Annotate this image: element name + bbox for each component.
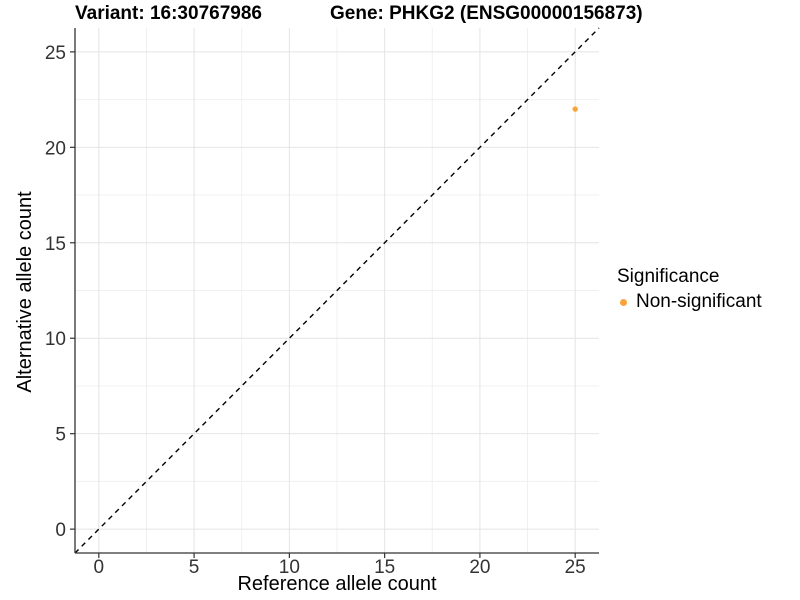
- legend-item-label: Non-significant: [636, 291, 762, 312]
- y-tick-label: 0: [55, 520, 66, 541]
- y-tick-label: 15: [45, 234, 66, 255]
- identity-line: [74, 27, 600, 554]
- y-tick-label: 25: [45, 43, 66, 64]
- legend-items: Non-significant: [617, 290, 762, 314]
- legend-item: Non-significant: [617, 290, 762, 314]
- x-tick-label: 0: [94, 557, 105, 578]
- legend-key-dot-icon: [620, 298, 627, 306]
- y-tick-label: 5: [55, 425, 66, 446]
- plot-title-variant: Variant: 16:30767986: [75, 3, 262, 24]
- x-tick-label: 5: [189, 557, 200, 578]
- data-point: [572, 106, 578, 112]
- x-tick-label: 25: [565, 557, 586, 578]
- y-tick-label: 10: [45, 329, 66, 350]
- legend: Significance Non-significant: [617, 266, 762, 314]
- x-tick-label: 15: [374, 557, 395, 578]
- x-axis-title: Reference allele count: [237, 573, 437, 595]
- y-tick-label: 20: [45, 138, 66, 159]
- plot-title-gene: Gene: PHKG2 (ENSG00000156873): [330, 3, 643, 24]
- legend-title: Significance: [617, 266, 720, 287]
- x-tick-label: 20: [469, 557, 490, 578]
- x-tick-label: 10: [279, 557, 300, 578]
